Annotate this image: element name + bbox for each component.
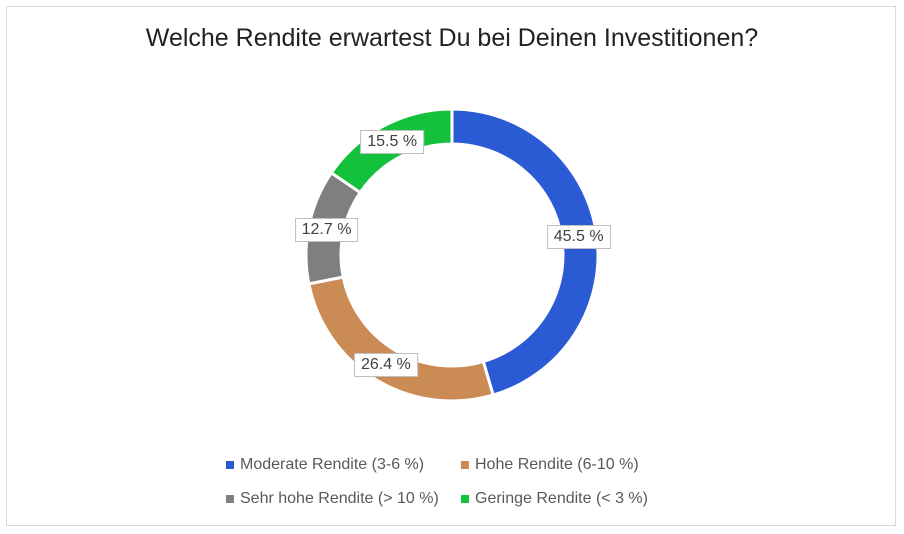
legend-swatch	[461, 461, 469, 469]
data-label: 45.5 %	[546, 224, 611, 249]
data-label: 26.4 %	[353, 352, 418, 377]
legend-item: Hohe Rendite (6-10 %)	[461, 456, 639, 474]
legend-item: Geringe Rendite (< 3 %)	[461, 490, 648, 508]
chart-title: Welche Rendite erwartest Du bei Deinen I…	[145, 24, 759, 52]
legend-swatch	[461, 495, 469, 503]
legend-label: Hohe Rendite (6-10 %)	[475, 456, 639, 473]
data-label: 12.7 %	[294, 217, 359, 242]
donut-slice	[450, 107, 600, 397]
legend-label: Sehr hohe Rendite (> 10 %)	[240, 490, 439, 507]
legend-swatch	[226, 495, 234, 503]
data-label: 15.5 %	[360, 129, 425, 154]
legend-label: Geringe Rendite (< 3 %)	[475, 490, 648, 507]
legend-item: Sehr hohe Rendite (> 10 %)	[226, 490, 439, 508]
donut-slice	[307, 275, 495, 403]
legend-item: Moderate Rendite (3-6 %)	[226, 456, 424, 474]
legend-swatch	[226, 461, 234, 469]
legend-label: Moderate Rendite (3-6 %)	[240, 456, 425, 473]
chart-frame	[6, 6, 896, 526]
